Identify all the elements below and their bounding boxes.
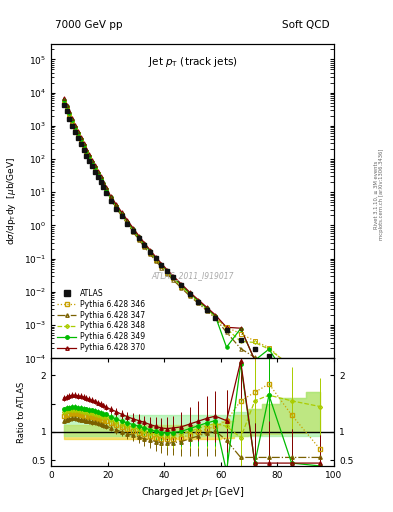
Y-axis label: d$\sigma$/dp$_{\mathregular{T}}$dy  [$\mu$b/GeV]: d$\sigma$/dp$_{\mathregular{T}}$dy [$\mu… — [5, 157, 18, 245]
Text: Jet $p_{\mathregular{T}}$ (track jets): Jet $p_{\mathregular{T}}$ (track jets) — [148, 55, 237, 69]
Text: ATLAS_2011_I919017: ATLAS_2011_I919017 — [151, 271, 234, 280]
Text: Rivet 3.1.10, ≥ 3M events: Rivet 3.1.10, ≥ 3M events — [374, 160, 379, 229]
Legend: ATLAS, Pythia 6.428 346, Pythia 6.428 347, Pythia 6.428 348, Pythia 6.428 349, P: ATLAS, Pythia 6.428 346, Pythia 6.428 34… — [55, 286, 147, 355]
Y-axis label: Ratio to ATLAS: Ratio to ATLAS — [17, 381, 26, 443]
Text: 7000 GeV pp: 7000 GeV pp — [55, 20, 123, 31]
Text: mcplots.cern.ch [arXiv:1306.3436]: mcplots.cern.ch [arXiv:1306.3436] — [380, 149, 384, 240]
X-axis label: Charged Jet $p_{\mathregular{T}}$ [GeV]: Charged Jet $p_{\mathregular{T}}$ [GeV] — [141, 485, 244, 499]
Text: Soft QCD: Soft QCD — [283, 20, 330, 31]
